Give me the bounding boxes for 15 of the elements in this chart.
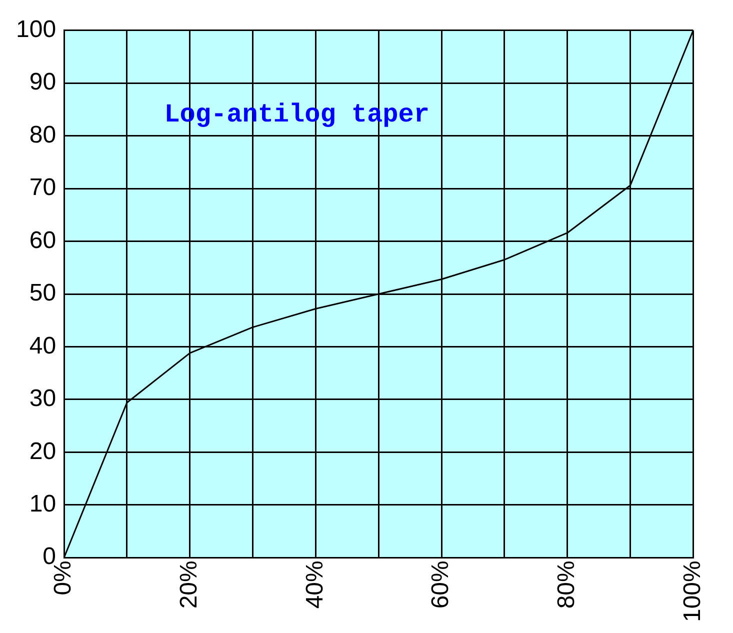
- x-tick-label: 100%: [678, 560, 706, 622]
- y-tick-label: 10: [29, 490, 56, 518]
- y-tick-label: 60: [29, 226, 56, 254]
- x-tick-label: 40%: [301, 560, 328, 609]
- y-tick-label: 20: [29, 438, 56, 465]
- y-tick-label: 30: [29, 385, 56, 412]
- y-tick-label: 100: [16, 16, 56, 44]
- y-tick-label: 50: [29, 280, 56, 307]
- x-tick-label: 80%: [552, 560, 580, 609]
- y-tick-label: 80: [29, 121, 56, 148]
- y-tick-label: 70: [29, 174, 56, 202]
- x-tick-label: 60%: [427, 560, 454, 609]
- y-tick-label: 40: [29, 332, 56, 360]
- x-tick-label: 20%: [176, 560, 202, 609]
- y-tick-label: 90: [29, 68, 56, 96]
